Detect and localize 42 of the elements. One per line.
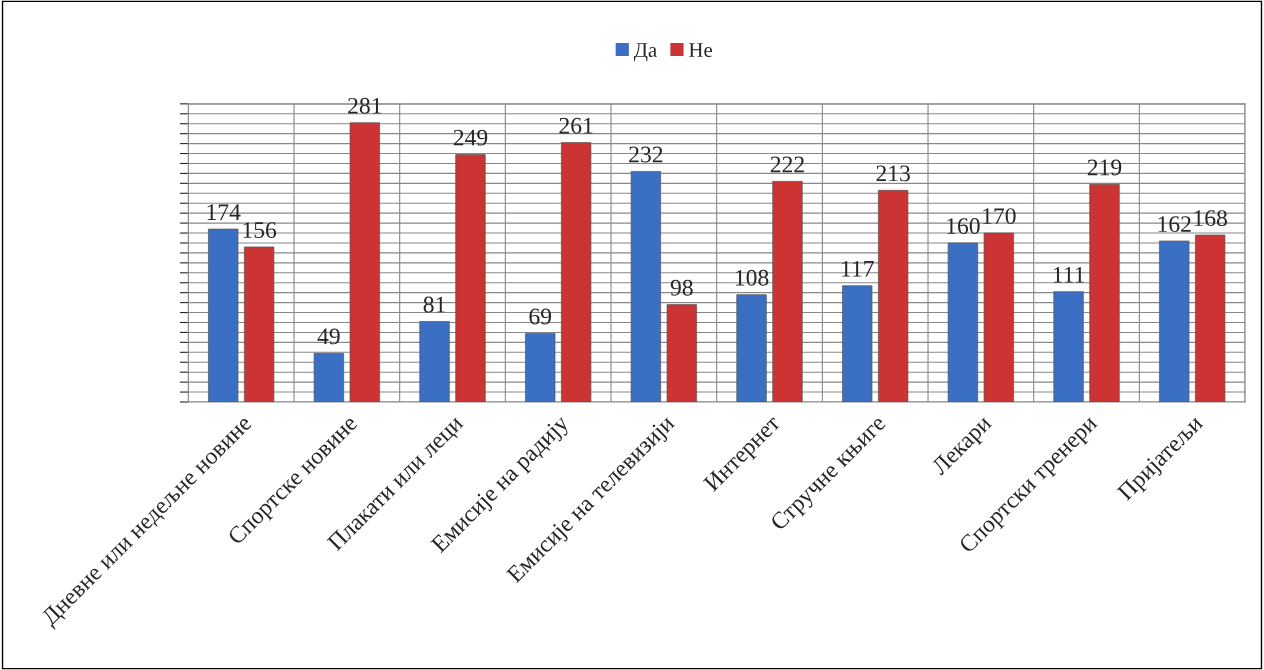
data-label: 162 xyxy=(1158,216,1191,233)
bar xyxy=(947,242,979,402)
bar xyxy=(630,171,662,402)
bar xyxy=(983,232,1014,402)
data-label: 111 xyxy=(1053,266,1084,283)
bar xyxy=(243,246,275,402)
data-label: 281 xyxy=(348,97,382,114)
data-label: 213 xyxy=(876,165,910,182)
bar xyxy=(1159,240,1190,402)
data-label: 108 xyxy=(735,269,769,286)
bar xyxy=(666,304,697,402)
data-label: 261 xyxy=(559,117,593,134)
bar xyxy=(1089,184,1120,402)
bar xyxy=(525,333,556,402)
data-label: 168 xyxy=(1194,210,1227,227)
data-label: 232 xyxy=(629,146,663,163)
bar xyxy=(878,189,909,402)
bar xyxy=(561,142,592,402)
bar xyxy=(842,285,873,402)
data-label: 249 xyxy=(453,129,488,146)
legend-label: Не xyxy=(689,43,713,58)
legend-label: Да xyxy=(633,43,657,62)
data-label: 174 xyxy=(207,204,241,220)
data-label: 117 xyxy=(842,260,874,277)
bar xyxy=(736,294,767,402)
bar xyxy=(313,352,345,402)
bar xyxy=(455,154,486,402)
bar xyxy=(1053,291,1084,402)
data-label: 98 xyxy=(670,279,693,296)
data-label: 156 xyxy=(243,222,277,238)
data-label: 219 xyxy=(1087,159,1122,176)
bar xyxy=(208,228,239,402)
data-label: 81 xyxy=(423,296,445,313)
data-label: 160 xyxy=(947,218,980,235)
bar xyxy=(419,321,450,402)
bar xyxy=(1195,234,1226,402)
data-label: 222 xyxy=(770,156,804,173)
data-label: 69 xyxy=(529,308,552,325)
bar xyxy=(349,122,380,402)
bar xyxy=(772,181,803,402)
data-label: 170 xyxy=(983,208,1016,225)
data-label: 49 xyxy=(317,328,340,345)
